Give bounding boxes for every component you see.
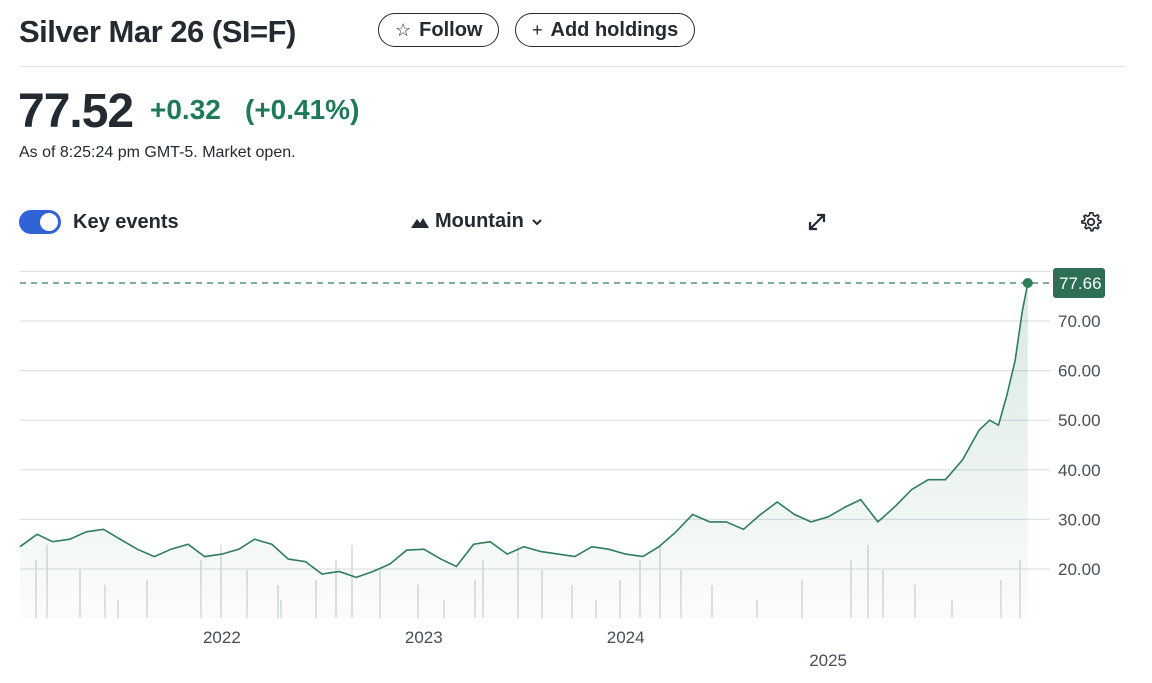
- chart-type-label: Mountain: [435, 210, 524, 232]
- star-icon: ☆: [395, 19, 412, 40]
- price-area: [20, 283, 1028, 618]
- follow-label: Follow: [419, 18, 483, 41]
- last-price-dot: [1022, 278, 1033, 289]
- y-tick-label: 60.00: [1058, 362, 1101, 381]
- last-price-label: 77.66: [1059, 274, 1102, 293]
- price-change-percent: (+0.41%): [245, 94, 360, 125]
- price-line: [19, 282, 1029, 579]
- y-tick-label: 50.00: [1058, 411, 1101, 430]
- chevron-down-icon: [532, 218, 542, 225]
- key-events-toggle[interactable]: [19, 210, 61, 234]
- chart-type-dropdown[interactable]: Mountain: [411, 210, 544, 233]
- divider: [19, 66, 1126, 67]
- mountain-icon: [411, 217, 429, 228]
- last-price-badge: [1053, 268, 1105, 299]
- toggle-knob: [40, 213, 58, 231]
- y-tick-label: 20.00: [1058, 560, 1101, 579]
- quote-timestamp: As of 8:25:24 pm GMT-5. Market open.: [19, 144, 296, 161]
- add-holdings-button[interactable]: + Add holdings: [515, 13, 696, 47]
- x-tick-label: 2025: [809, 651, 847, 670]
- y-tick-label: 40.00: [1058, 461, 1101, 480]
- key-events-label: Key events: [73, 211, 179, 233]
- x-tick-label: 2024: [607, 628, 645, 647]
- gear-icon[interactable]: [1080, 211, 1102, 233]
- y-tick-label: 30.00: [1058, 510, 1101, 529]
- x-tick-label: 2023: [405, 628, 443, 647]
- page-title: Silver Mar 26 (SI=F): [19, 14, 296, 49]
- current-price: 77.52: [18, 85, 134, 138]
- add-holdings-label: Add holdings: [550, 18, 679, 41]
- follow-button[interactable]: ☆ Follow: [378, 13, 500, 47]
- x-tick-label: 2022: [203, 628, 241, 647]
- plus-icon: +: [532, 19, 543, 40]
- y-tick-label: 70.00: [1058, 312, 1101, 331]
- price-change: +0.32: [150, 94, 221, 125]
- expand-icon[interactable]: [806, 211, 828, 233]
